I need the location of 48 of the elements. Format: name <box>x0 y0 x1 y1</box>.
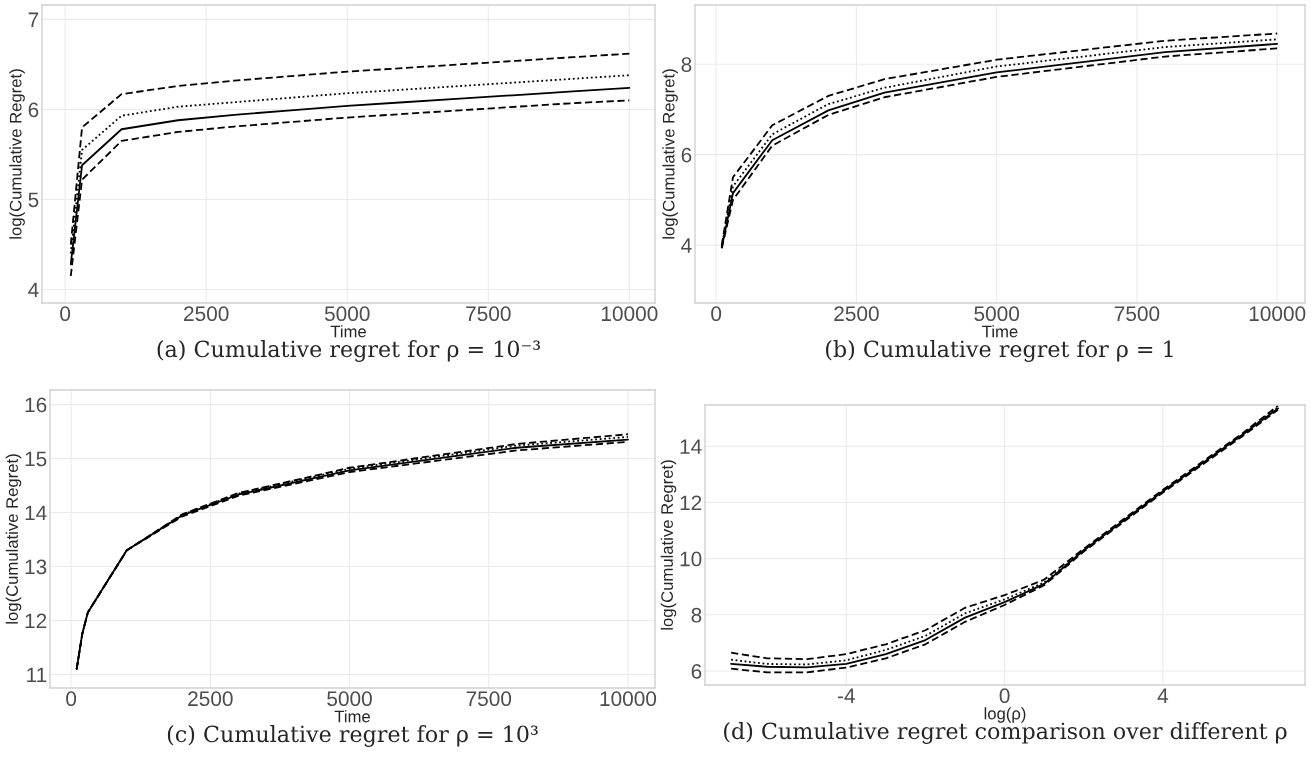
text: (d) Cumulative regret comparison over different ρ <box>724 722 1287 744</box>
y-tick-label: 5 <box>28 192 39 208</box>
y-tick-label: 14 <box>680 439 702 454</box>
y-axis-title: log(Cumulative Regret) <box>9 69 25 239</box>
y-tick-label: 14 <box>25 505 47 521</box>
x-tick-label: 5000 <box>974 306 1020 322</box>
x-tick-label: 2500 <box>184 306 229 322</box>
x-axis-title: Time <box>330 325 366 338</box>
x-tick-label: 5000 <box>324 306 370 322</box>
x-axis-title: Time <box>334 710 370 723</box>
y-tick-label: 4 <box>28 282 39 298</box>
y-tick-label: 6 <box>681 147 692 163</box>
x-tick-label: 7500 <box>466 691 512 707</box>
x-tick-label: 5000 <box>327 691 372 707</box>
x-tick-label: 0 <box>66 691 77 707</box>
x-tick-label: 7500 <box>466 306 511 322</box>
y-tick-label: 6 <box>691 663 702 679</box>
y-tick-label: 8 <box>681 57 692 72</box>
y-tick-label: 8 <box>691 607 702 623</box>
x-tick-label: 10000 <box>1249 306 1306 322</box>
text: (b) Cumulative regret for ρ = 1 <box>826 340 1173 362</box>
x-tick-label: 2500 <box>834 306 879 322</box>
y-tick-label: 12 <box>25 613 47 629</box>
x-tick-label: 0 <box>60 306 71 322</box>
y-tick-label: 16 <box>25 397 47 413</box>
y-tick-label: 11 <box>27 667 47 683</box>
y-axis-title: log(Cumulative Regret) <box>662 69 678 239</box>
y-tick-label: 7 <box>28 12 39 27</box>
x-tick-label: 2500 <box>188 691 233 707</box>
y-tick-label: 15 <box>25 451 47 467</box>
x-tick-label: 7500 <box>1114 306 1160 322</box>
y-tick-label: 6 <box>28 102 39 118</box>
text: (a) Cumulative regret for ρ = 10⁻³ <box>157 340 541 362</box>
text: (c) Cumulative regret for ρ = 10³ <box>167 725 538 747</box>
x-tick-label: 10000 <box>601 306 658 322</box>
x-tick-label: 0 <box>711 306 722 322</box>
y-axis-title: log(Cumulative Regret) <box>660 460 677 630</box>
x-tick-label: -4 <box>837 688 855 703</box>
y-tick-label: 10 <box>680 551 702 567</box>
y-tick-label: 12 <box>680 495 702 510</box>
x-tick-label: 10000 <box>600 691 657 707</box>
y-tick-label: 4 <box>681 238 692 253</box>
y-tick-label: 13 <box>25 559 47 575</box>
x-axis-title: log(ρ) <box>984 707 1026 723</box>
x-axis-title: Time <box>982 325 1018 338</box>
x-tick-label: 4 <box>1157 688 1169 703</box>
y-axis-title: log(Cumulative Regret) <box>5 454 22 624</box>
x-tick-label: 0 <box>999 688 1010 704</box>
